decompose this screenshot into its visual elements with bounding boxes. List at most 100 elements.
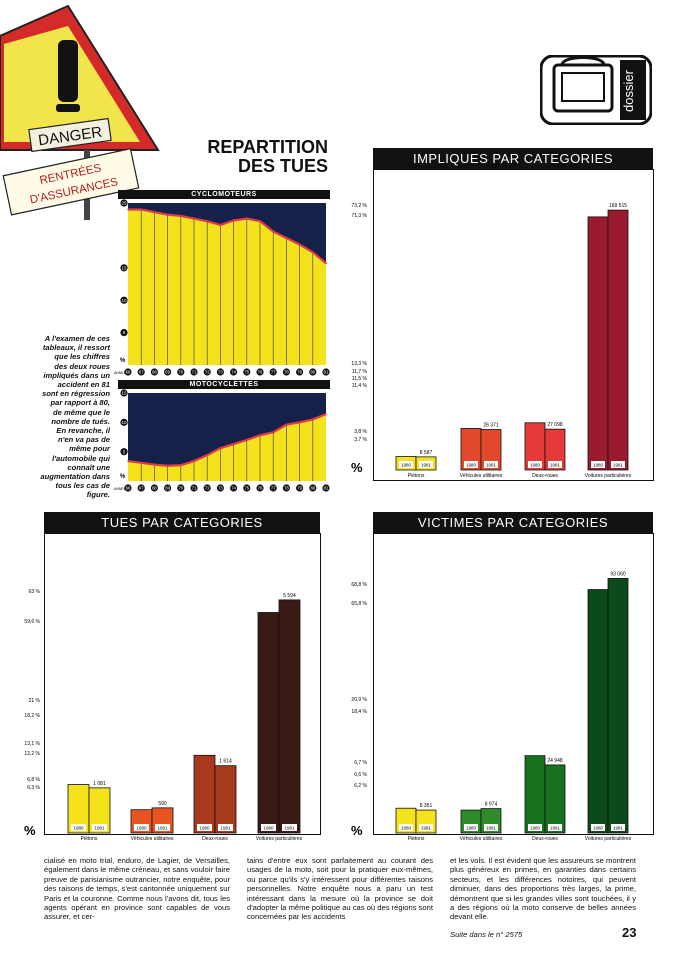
tues-year-label: 1981 (157, 826, 168, 831)
cyclo-year-dot (137, 368, 145, 376)
victimes-bar (544, 764, 566, 834)
dossier-label: dossier (621, 69, 636, 112)
moto-line (127, 413, 327, 467)
impliques-pct-label: 11,5 % (352, 376, 368, 382)
impliques-pct-label: 11,4 % (352, 383, 368, 389)
tues-year-label: 1981 (220, 826, 231, 831)
moto-year-label: 75 (244, 486, 249, 491)
cyclo-ytick-dot (120, 264, 128, 272)
impliques-pct-label: 3,8 % (354, 429, 367, 435)
cyclo-annees: ANNEES (114, 371, 129, 375)
cyclo-year-label: 72 (205, 370, 210, 375)
victimes-year-label: 1981 (613, 826, 624, 831)
moto-ytick-dot (120, 418, 128, 426)
moto-point (259, 434, 261, 437)
tues-pct-label: 21 % (29, 698, 41, 704)
cyclo-year-dot (322, 368, 330, 376)
tues-data-label: 590 (158, 801, 167, 807)
cyclo-point (140, 208, 142, 211)
cyclo-year-dot (296, 368, 304, 376)
cyclo-year-dot (124, 368, 132, 376)
cyclo-point (193, 217, 195, 220)
tues-pct-label: 6,8 % (27, 777, 40, 783)
tues-year-label: 1980 (263, 826, 274, 831)
impliques-bar (480, 429, 502, 471)
moto-year-label: 73 (218, 486, 223, 491)
victimes-bar (524, 755, 546, 834)
cyclo-point (312, 251, 314, 254)
intro-text: A l'examen de ces tableaux, il ressort q… (40, 334, 110, 500)
cyclo-year-label: 77 (271, 370, 276, 375)
moto-year-dot (150, 484, 158, 492)
moto-point (193, 460, 195, 462)
tues-year-tag (155, 824, 170, 831)
moto-point (206, 454, 208, 456)
cyclo-point (246, 217, 248, 220)
victimes-pct-label: 6,2 % (354, 783, 367, 789)
moto-percent: % (120, 474, 126, 480)
victimes-year-label: 1981 (550, 826, 561, 831)
cyclo-point (166, 213, 169, 216)
victimes-year-label: 1980 (593, 826, 604, 831)
cyclo-year-label: 79 (297, 370, 302, 375)
cyclo-point (272, 230, 274, 233)
victimes-pct-label: 6,6 % (354, 772, 367, 778)
tues-pct-label: 12,2 % (24, 751, 40, 757)
moto-year-dot (296, 484, 304, 492)
cyclo-point (298, 243, 301, 246)
victimes-year-tag (528, 824, 542, 831)
impliques-year-label: 1981 (421, 463, 432, 468)
impliques-pct-label: 11,7 % (352, 369, 368, 375)
moto-point (272, 431, 274, 434)
victimes-pct-label: 18,4 % (351, 709, 367, 715)
impliques-pct-label: 13,3 % (351, 361, 367, 367)
tues-category-label: Piétons (81, 836, 98, 842)
victimes-category-label: Piétons (408, 836, 425, 842)
impliques-category-label: Deux-roues (532, 473, 558, 479)
impliques-data-label: 26 371 (483, 423, 499, 429)
cyclo-ytick-label: 25 (121, 201, 127, 206)
cyclo-year-label: 70 (178, 370, 183, 375)
danger-sign: DANGER RENTRÉES D'ASSURANCES (0, 4, 160, 220)
victimes-title: VICTIMES PAR CATEGORIES (373, 512, 653, 533)
cyclo-year-dot (177, 368, 185, 376)
victimes-bar (587, 589, 609, 834)
cyclo-year-label: 75 (244, 370, 249, 375)
cyclo-year-label: 71 (192, 370, 197, 375)
cyclo-year-dot (256, 368, 264, 376)
moto-ytick-label: 15 (121, 391, 127, 396)
cyclo-year-dot (150, 368, 158, 376)
moto-point (298, 421, 301, 424)
tues-year-tag (134, 824, 149, 831)
moto-year-dot (256, 484, 264, 492)
tues-bar (88, 787, 111, 834)
moto-year-dot (164, 484, 172, 492)
tues-category-label: Deux-roues (202, 836, 228, 842)
tues-category-label: Véhicules utilitaires (131, 836, 174, 842)
impliques-percent: % (351, 460, 363, 475)
moto-year-dot (269, 484, 277, 492)
victimes-chart: % 68,8 % 65,8 % 20,9 % 18,4 % 6,7 % 6,6 % 6,2 %… (351, 571, 632, 842)
impliques-chart: % 73,2 % 71,3 % 13,3 % 11,7 %11,5 %11,4 % 3,8… (351, 203, 632, 479)
victimes-pct-label: 6,7 % (354, 760, 367, 766)
article-col-1: cialisé en moto trial, enduro, de Lagier… (44, 856, 230, 922)
moto-year-dot (309, 484, 317, 492)
impliques-year-tag (591, 461, 605, 468)
cyclo-area (128, 209, 326, 365)
tues-pct-label: 18,2 % (24, 713, 40, 719)
victimes-bar (607, 578, 629, 834)
tues-year-label: 1980 (199, 826, 210, 831)
victimes-year-tag (591, 824, 605, 831)
impliques-year-label: 1980 (530, 463, 541, 468)
victimes-year-tag (484, 824, 498, 831)
moto-year-label: 70 (178, 486, 183, 491)
cyclo-ytick-dot (120, 199, 128, 207)
tues-year-tag (218, 824, 233, 831)
victimes-data-label: 93 060 (610, 571, 626, 577)
impliques-year-label: 1981 (613, 463, 624, 468)
tues-year-tag (282, 824, 297, 831)
impliques-year-tag (464, 461, 478, 468)
tues-year-label: 1980 (73, 826, 84, 831)
cyclo-year-dot (164, 368, 172, 376)
tues-year-tag (71, 824, 86, 831)
